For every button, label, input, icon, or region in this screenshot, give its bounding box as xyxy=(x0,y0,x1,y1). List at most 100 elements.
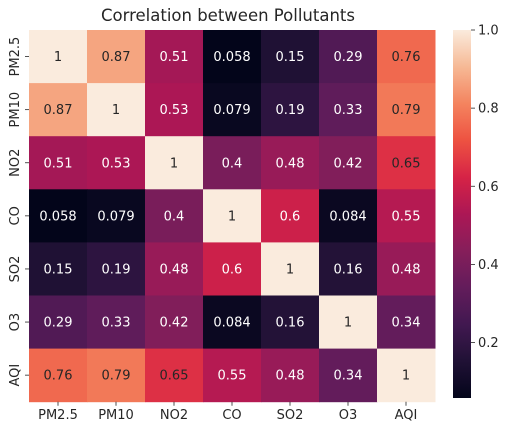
cell-annotation-6-4: 0.48 xyxy=(276,369,305,384)
cell-annotation-5-2: 0.42 xyxy=(160,316,189,331)
x-tick-label-3: CO xyxy=(222,408,241,423)
cell-annotation-4-5: 0.16 xyxy=(334,262,363,277)
heatmap-cell-4-3 xyxy=(203,242,262,296)
heatmap-cell-2-2 xyxy=(145,136,204,190)
heatmap-cell-0-3 xyxy=(203,30,262,84)
heatmap-cell-3-4 xyxy=(261,189,320,243)
cell-annotation-4-3: 0.6 xyxy=(222,262,243,277)
cell-annotation-5-5: 1 xyxy=(344,316,352,331)
heatmap-cell-4-4 xyxy=(261,242,320,296)
cell-annotation-6-0: 0.76 xyxy=(44,369,73,384)
cell-annotation-0-0: 1 xyxy=(54,50,62,65)
cell-annotation-2-5: 0.42 xyxy=(334,156,363,171)
cell-annotation-2-1: 0.53 xyxy=(102,156,131,171)
cell-annotation-1-2: 0.53 xyxy=(160,103,189,118)
heatmap-cell-6-1 xyxy=(87,348,146,403)
heatmap-cell-0-4 xyxy=(261,30,320,84)
cell-annotation-1-0: 0.87 xyxy=(44,103,73,118)
cell-annotation-6-1: 0.79 xyxy=(102,369,131,384)
cell-annotation-3-0: 0.058 xyxy=(39,209,76,224)
cell-annotation-6-6: 1 xyxy=(402,369,410,384)
y-tick-label-4: SO2 xyxy=(8,256,23,283)
heatmap-cell-5-6 xyxy=(377,295,436,350)
x-tick-label-1: PM10 xyxy=(98,408,134,423)
colorbar-tick-label-1: 0.4 xyxy=(478,258,499,273)
cell-annotation-4-6: 0.48 xyxy=(392,262,421,277)
heatmap-cell-0-5 xyxy=(319,30,378,84)
heatmap-cell-1-3 xyxy=(203,83,262,137)
heatmap-cell-0-1 xyxy=(87,30,146,84)
cell-annotation-0-1: 0.87 xyxy=(102,50,131,65)
colorbar xyxy=(453,30,471,398)
heatmap-cell-2-6 xyxy=(377,136,436,190)
heatmap-cell-3-6 xyxy=(377,189,436,243)
heatmap-cell-3-2 xyxy=(145,189,204,243)
x-tick-label-2: NO2 xyxy=(160,408,188,423)
heatmap-cell-0-0 xyxy=(29,30,88,84)
cell-annotation-2-4: 0.48 xyxy=(276,156,305,171)
cell-annotation-1-4: 0.19 xyxy=(276,103,305,118)
x-tick-label-0: PM2.5 xyxy=(38,408,78,423)
colorbar-ticks: 0.2 0.4 0.6 0.8 1.0 xyxy=(471,24,499,351)
cell-annotation-0-6: 0.76 xyxy=(392,50,421,65)
heatmap-cell-6-4 xyxy=(261,348,320,403)
y-tick-label-1: PM10 xyxy=(8,92,23,128)
cell-annotation-2-6: 0.65 xyxy=(392,156,421,171)
colorbar-tick-label-4: 1.0 xyxy=(478,24,499,39)
cell-annotation-3-3: 1 xyxy=(228,209,236,224)
heatmap-cell-5-4 xyxy=(261,295,320,350)
heatmap-cell-2-3 xyxy=(203,136,262,190)
y-tick-label-3: CO xyxy=(8,206,23,225)
cell-annotation-6-3: 0.55 xyxy=(218,369,247,384)
cell-annotation-2-3: 0.4 xyxy=(222,156,243,171)
cell-annotation-1-5: 0.33 xyxy=(334,103,363,118)
cell-annotation-0-2: 0.51 xyxy=(160,50,189,65)
heatmap-cell-5-2 xyxy=(145,295,204,350)
heatmap-cell-6-5 xyxy=(319,348,378,403)
cell-annotation-5-4: 0.16 xyxy=(276,316,305,331)
cell-annotation-4-1: 0.19 xyxy=(102,262,131,277)
heatmap-cell-1-6 xyxy=(377,83,436,137)
heatmap-cell-1-4 xyxy=(261,83,320,137)
y-tick-label-0: PM2.5 xyxy=(8,37,23,77)
cell-annotation-2-2: 1 xyxy=(170,156,178,171)
heatmap-cell-2-1 xyxy=(87,136,146,190)
heatmap-cell-0-6 xyxy=(377,30,436,84)
heatmap-cell-5-1 xyxy=(87,295,146,350)
heatmap-cell-4-5 xyxy=(319,242,378,296)
cell-annotation-3-4: 0.6 xyxy=(280,209,301,224)
heatmap-cell-2-0 xyxy=(29,136,88,190)
heatmap-cell-3-5 xyxy=(319,189,378,243)
heatmap-cell-2-4 xyxy=(261,136,320,190)
y-tick-label-5: O3 xyxy=(8,313,23,332)
heatmap-cell-2-5 xyxy=(319,136,378,190)
heatmap-cell-0-2 xyxy=(145,30,204,84)
cell-annotation-6-5: 0.34 xyxy=(334,369,363,384)
cell-annotation-3-1: 0.079 xyxy=(97,209,134,224)
heatmap-cells xyxy=(29,30,436,403)
cell-annotation-1-6: 0.79 xyxy=(392,103,421,118)
colorbar-tick-label-2: 0.6 xyxy=(478,180,499,195)
heatmap-cell-1-1 xyxy=(87,83,146,137)
x-axis: PM2.5 PM10 NO2 CO SO2 O3 AQI xyxy=(38,401,417,423)
cell-annotation-1-3: 0.079 xyxy=(213,103,250,118)
cell-annotation-6-2: 0.65 xyxy=(160,369,189,384)
cell-annotation-0-4: 0.15 xyxy=(276,50,305,65)
cell-annotation-3-5: 0.084 xyxy=(329,209,366,224)
cell-annotation-2-0: 0.51 xyxy=(44,156,73,171)
heatmap-cell-5-5 xyxy=(319,295,378,350)
cell-annotation-5-1: 0.33 xyxy=(102,316,131,331)
heatmap-cell-6-0 xyxy=(29,348,88,403)
cell-annotation-5-6: 0.34 xyxy=(392,316,421,331)
heatmap-cell-5-3 xyxy=(203,295,262,350)
colorbar-tick-label-0: 0.2 xyxy=(478,336,499,351)
heatmap-cell-6-6 xyxy=(377,348,436,403)
cell-annotation-5-3: 0.084 xyxy=(213,316,250,331)
cell-annotation-3-6: 0.55 xyxy=(392,209,421,224)
y-tick-label-6: AQI xyxy=(8,364,23,387)
cell-annotation-0-3: 0.058 xyxy=(213,50,250,65)
heatmap-cell-3-0 xyxy=(29,189,88,243)
x-tick-label-5: O3 xyxy=(339,408,358,423)
